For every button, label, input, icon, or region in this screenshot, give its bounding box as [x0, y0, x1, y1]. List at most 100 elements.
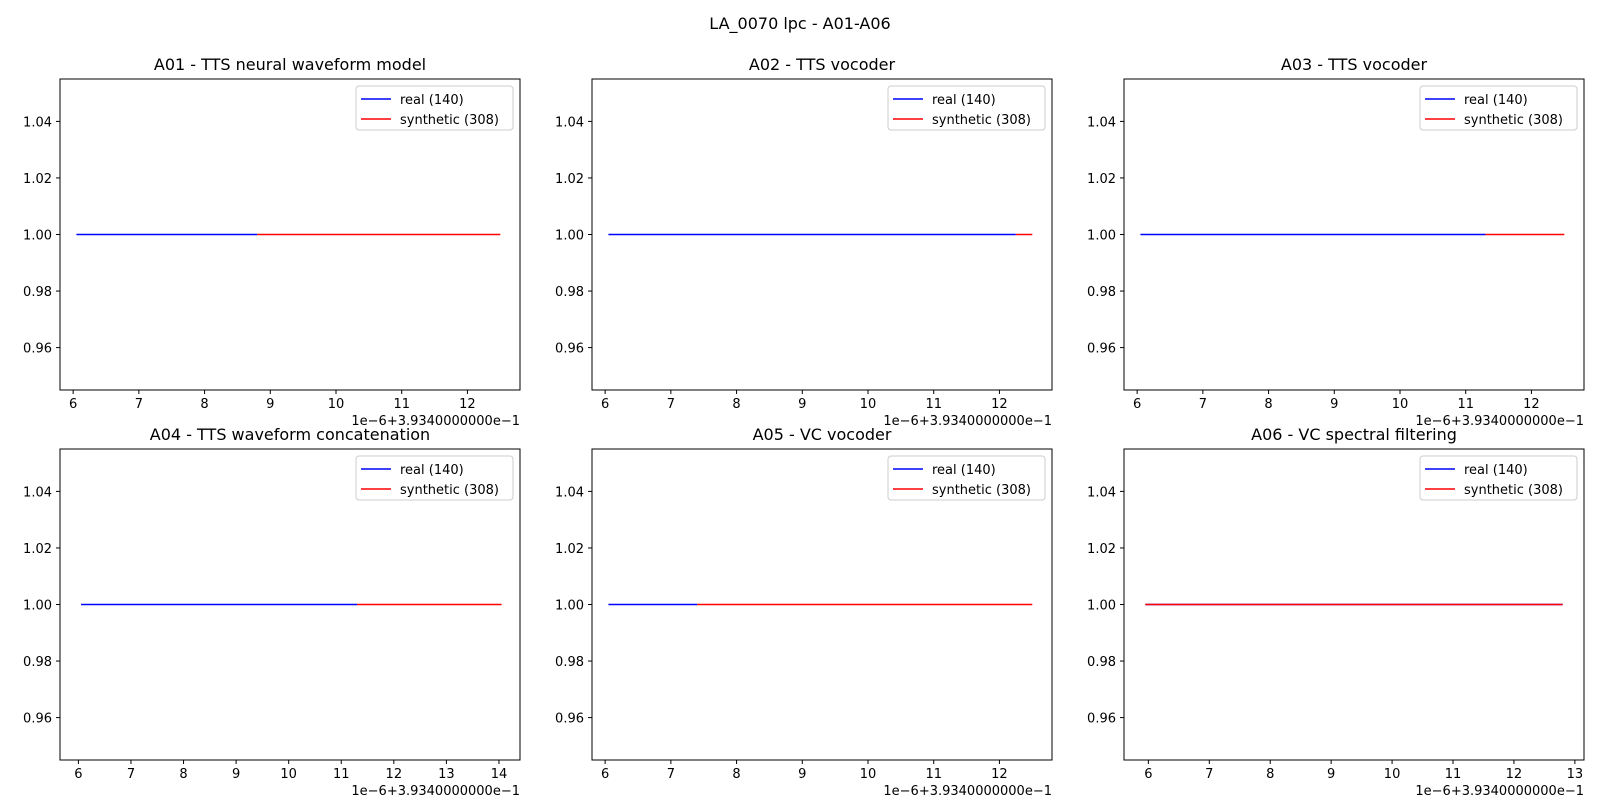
- panel-5-legend-box: [887, 455, 1046, 501]
- panel-6-x-offset-label: 1e−6+3.9340000000e−1: [1415, 784, 1584, 799]
- panel-6-x-tick-label: 10: [1384, 767, 1401, 782]
- panel-6-y-tick-label: 1.04: [1087, 485, 1116, 500]
- panel-4-title: A04 - TTS waveform concatenation: [150, 425, 430, 444]
- panel-5-y-tick-label: 1.02: [555, 542, 584, 557]
- panel-1-y-tick-label: 1.04: [23, 115, 52, 130]
- panel-3-x-tick-label: 10: [1392, 397, 1409, 412]
- panel-3-x-tick-label: 7: [1199, 397, 1207, 412]
- panel-2-x-tick-label: 11: [925, 397, 942, 412]
- panel-2-legend-label-real: real (140): [932, 93, 996, 108]
- panel-1-x-tick-label: 11: [393, 397, 410, 412]
- panel-2-legend-box: [887, 85, 1046, 131]
- panel-5-x-tick-label: 10: [860, 767, 877, 782]
- panel-3-y-tick-label: 1.02: [1087, 172, 1116, 187]
- panel-2-y-tick-label: 0.98: [555, 285, 584, 300]
- panel-4-x-tick-label: 9: [232, 767, 240, 782]
- panel-2-y-tick-label: 1.02: [555, 172, 584, 187]
- panel-4-y-tick-label: 1.00: [23, 599, 52, 614]
- panel-6-y-tick-label: 1.00: [1087, 599, 1116, 614]
- panel-4-x-tick-label: 12: [386, 767, 403, 782]
- panel-3-x-tick-label: 8: [1264, 397, 1272, 412]
- panel-6-x-tick-label: 6: [1144, 767, 1152, 782]
- panel-5-y-tick-label: 0.96: [555, 712, 584, 727]
- panel-4-y-tick-label: 1.02: [23, 542, 52, 557]
- panel-5-legend-label-real: real (140): [932, 463, 996, 478]
- panel-6-x-tick-label: 8: [1266, 767, 1274, 782]
- panel-4-y-tick-label: 1.04: [23, 485, 52, 500]
- panel-2-x-tick-label: 7: [667, 397, 675, 412]
- panel-6-x-tick-label: 9: [1327, 767, 1335, 782]
- panel-2-x-tick-label: 9: [798, 397, 806, 412]
- panel-1-y-tick-label: 1.00: [23, 229, 52, 244]
- panel-3-legend-box: [1419, 85, 1578, 131]
- panel-3-x-tick-label: 6: [1133, 397, 1141, 412]
- panel-1-x-tick-label: 8: [200, 397, 208, 412]
- panel-6-legend-box: [1419, 455, 1578, 501]
- panel-5-x-tick-label: 8: [732, 767, 740, 782]
- panel-6-x-tick-label: 12: [1506, 767, 1523, 782]
- panel-3-y-tick-label: 1.00: [1087, 229, 1116, 244]
- panel-3-x-offset-label: 1e−6+3.9340000000e−1: [1415, 414, 1584, 429]
- panel-2-y-tick-label: 0.96: [555, 342, 584, 357]
- panel-5-x-tick-label: 12: [991, 767, 1008, 782]
- panel-4-x-tick-label: 7: [127, 767, 135, 782]
- panel-3-title: A03 - TTS vocoder: [1281, 55, 1428, 74]
- panel-4-x-tick-label: 6: [74, 767, 82, 782]
- panel-2-x-offset-label: 1e−6+3.9340000000e−1: [883, 414, 1052, 429]
- panel-4-x-tick-label: 10: [280, 767, 297, 782]
- panel-6-legend-label-real: real (140): [1464, 463, 1528, 478]
- panel-1-y-tick-label: 0.98: [23, 285, 52, 300]
- panel-6-y-tick-label: 0.96: [1087, 712, 1116, 727]
- panel-5-x-offset-label: 1e−6+3.9340000000e−1: [883, 784, 1052, 799]
- panel-5-x-tick-label: 7: [667, 767, 675, 782]
- panel-1-title: A01 - TTS neural waveform model: [154, 55, 426, 74]
- panel-1-x-tick-label: 10: [328, 397, 345, 412]
- panel-1-legend-label-real: real (140): [400, 93, 464, 108]
- panel-1-x-tick-label: 6: [69, 397, 77, 412]
- panel-4-y-tick-label: 0.96: [23, 712, 52, 727]
- panel-3-legend-label-synthetic: synthetic (308): [1464, 113, 1563, 128]
- panel-5-x-tick-label: 9: [798, 767, 806, 782]
- panel-4-x-tick-label: 8: [179, 767, 187, 782]
- panel-5-y-tick-label: 1.04: [555, 485, 584, 500]
- panel-3-x-tick-label: 12: [1523, 397, 1540, 412]
- panel-6-x-tick-label: 7: [1205, 767, 1213, 782]
- panel-6-title: A06 - VC spectral filtering: [1251, 425, 1457, 444]
- panel-4-x-tick-label: 14: [491, 767, 508, 782]
- panel-4-x-tick-label: 13: [438, 767, 455, 782]
- panel-2-x-tick-label: 6: [601, 397, 609, 412]
- panel-6-y-tick-label: 1.02: [1087, 542, 1116, 557]
- panel-3-y-tick-label: 0.98: [1087, 285, 1116, 300]
- panel-3-legend-label-real: real (140): [1464, 93, 1528, 108]
- panel-6-x-tick-label: 13: [1567, 767, 1584, 782]
- panel-3-y-tick-label: 0.96: [1087, 342, 1116, 357]
- panel-1-y-tick-label: 0.96: [23, 342, 52, 357]
- panel-5-y-tick-label: 1.00: [555, 599, 584, 614]
- panel-2-legend-label-synthetic: synthetic (308): [932, 113, 1031, 128]
- panel-2-title: A02 - TTS vocoder: [749, 55, 896, 74]
- panel-2-x-tick-label: 8: [732, 397, 740, 412]
- panel-4-x-offset-label: 1e−6+3.9340000000e−1: [351, 784, 520, 799]
- panel-5-legend-label-synthetic: synthetic (308): [932, 483, 1031, 498]
- panel-2-y-tick-label: 1.04: [555, 115, 584, 130]
- panel-5-x-tick-label: 11: [925, 767, 942, 782]
- panel-5-y-tick-label: 0.98: [555, 655, 584, 670]
- panel-2-x-tick-label: 10: [860, 397, 877, 412]
- figure-title: LA_0070 lpc - A01-A06: [709, 14, 891, 33]
- panel-4-legend-label-synthetic: synthetic (308): [400, 483, 499, 498]
- panel-2-y-tick-label: 1.00: [555, 229, 584, 244]
- panel-4-y-tick-label: 0.98: [23, 655, 52, 670]
- panel-1-x-offset-label: 1e−6+3.9340000000e−1: [351, 414, 520, 429]
- panel-3-x-tick-label: 9: [1330, 397, 1338, 412]
- panel-3-x-tick-label: 11: [1457, 397, 1474, 412]
- panel-1-y-tick-label: 1.02: [23, 172, 52, 187]
- panel-1-legend-box: [355, 85, 514, 131]
- panel-1-x-tick-label: 7: [135, 397, 143, 412]
- panel-6-legend-label-synthetic: synthetic (308): [1464, 483, 1563, 498]
- panel-5-title: A05 - VC vocoder: [753, 425, 892, 444]
- panel-1-x-tick-label: 9: [266, 397, 274, 412]
- panel-6-x-tick-label: 11: [1445, 767, 1462, 782]
- panel-4-legend-label-real: real (140): [400, 463, 464, 478]
